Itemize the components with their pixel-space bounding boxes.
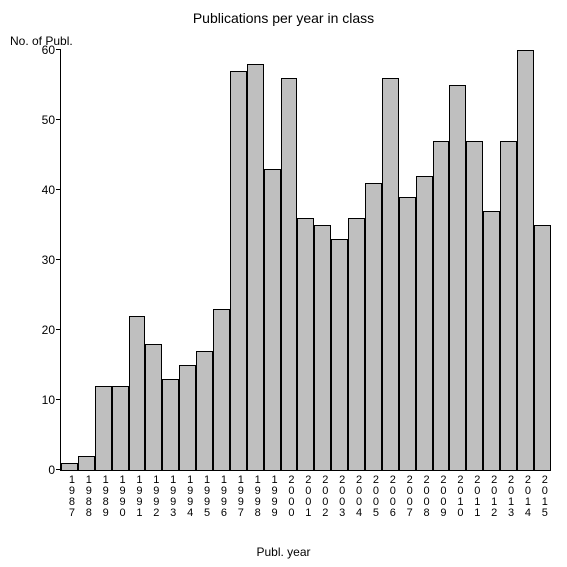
bar bbox=[264, 169, 281, 470]
x-tick-label: 1998 bbox=[246, 474, 263, 518]
bar bbox=[78, 456, 95, 470]
x-tick-label: 1991 bbox=[128, 474, 145, 518]
x-tick-label: 1988 bbox=[77, 474, 94, 518]
y-tick-label: 60 bbox=[42, 43, 61, 57]
y-tick-mark bbox=[56, 469, 61, 470]
bar bbox=[247, 64, 264, 470]
x-tick-label: 2006 bbox=[381, 474, 398, 518]
y-tick-label: 30 bbox=[42, 253, 61, 267]
bar bbox=[61, 463, 78, 470]
x-tick-label: 2005 bbox=[364, 474, 381, 518]
x-tick-label: 1992 bbox=[144, 474, 161, 518]
bar bbox=[179, 365, 196, 470]
bar bbox=[281, 78, 298, 470]
y-tick-mark bbox=[56, 119, 61, 120]
x-tick-labels: 1987198819891990199119921993199419951996… bbox=[60, 474, 550, 518]
x-tick-label: 2002 bbox=[313, 474, 330, 518]
x-tick-label: 1987 bbox=[60, 474, 77, 518]
bar bbox=[382, 78, 399, 470]
bar bbox=[433, 141, 450, 470]
x-tick-label: 2003 bbox=[330, 474, 347, 518]
bar bbox=[348, 218, 365, 470]
y-tick-mark bbox=[56, 399, 61, 400]
x-tick-label: 2014 bbox=[516, 474, 533, 518]
x-tick-label: 1989 bbox=[94, 474, 111, 518]
bar bbox=[416, 176, 433, 470]
x-tick-label: 1995 bbox=[195, 474, 212, 518]
x-tick-label: 2007 bbox=[398, 474, 415, 518]
x-tick-label: 1997 bbox=[229, 474, 246, 518]
bar bbox=[483, 211, 500, 470]
bar bbox=[196, 351, 213, 470]
bar bbox=[230, 71, 247, 470]
bar bbox=[534, 225, 551, 470]
bar bbox=[517, 50, 534, 470]
bar bbox=[466, 141, 483, 470]
bar bbox=[145, 344, 162, 470]
y-tick-label: 40 bbox=[42, 183, 61, 197]
x-tick-label: 2015 bbox=[533, 474, 550, 518]
bar bbox=[112, 386, 129, 470]
publications-bar-chart: Publications per year in class No. of Pu… bbox=[0, 0, 567, 567]
bar bbox=[297, 218, 314, 470]
x-tick-label: 2004 bbox=[347, 474, 364, 518]
x-tick-label: 2009 bbox=[432, 474, 449, 518]
bar bbox=[331, 239, 348, 470]
x-tick-label: 2013 bbox=[499, 474, 516, 518]
bar bbox=[500, 141, 517, 470]
bar bbox=[162, 379, 179, 470]
bars-container bbox=[61, 50, 551, 470]
y-tick-mark bbox=[56, 49, 61, 50]
chart-title: Publications per year in class bbox=[0, 10, 567, 26]
bar bbox=[95, 386, 112, 470]
y-tick-label: 10 bbox=[42, 393, 61, 407]
bar bbox=[399, 197, 416, 470]
bar bbox=[129, 316, 146, 470]
y-tick-mark bbox=[56, 189, 61, 190]
x-tick-label: 1996 bbox=[212, 474, 229, 518]
x-tick-label: 2001 bbox=[296, 474, 313, 518]
x-tick-label: 1999 bbox=[263, 474, 280, 518]
x-tick-label: 1994 bbox=[178, 474, 195, 518]
bar bbox=[213, 309, 230, 470]
x-tick-label: 2010 bbox=[448, 474, 465, 518]
y-tick-mark bbox=[56, 329, 61, 330]
x-tick-label: 2000 bbox=[280, 474, 297, 518]
y-tick-label: 20 bbox=[42, 323, 61, 337]
x-tick-label: 2011 bbox=[465, 474, 482, 518]
x-tick-label: 1990 bbox=[111, 474, 128, 518]
bar bbox=[314, 225, 331, 470]
bar bbox=[449, 85, 466, 470]
bar bbox=[365, 183, 382, 470]
x-tick-label: 2008 bbox=[415, 474, 432, 518]
x-axis-label: Publ. year bbox=[0, 545, 567, 559]
x-tick-label: 2012 bbox=[482, 474, 499, 518]
y-tick-label: 50 bbox=[42, 113, 61, 127]
x-tick-label: 1993 bbox=[161, 474, 178, 518]
plot-area: 0102030405060 bbox=[60, 50, 551, 471]
y-tick-mark bbox=[56, 259, 61, 260]
